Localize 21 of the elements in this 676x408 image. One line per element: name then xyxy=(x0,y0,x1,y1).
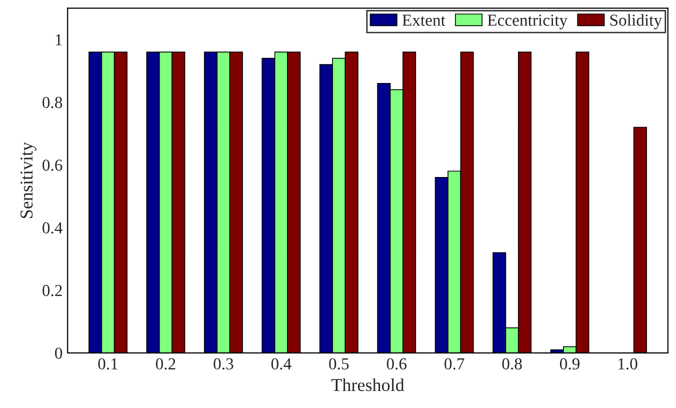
y-tick-label: 1 xyxy=(56,34,62,46)
x-tick-label: 0.3 xyxy=(214,358,234,370)
x-tick-label: 1.0 xyxy=(618,358,638,370)
x-tick-label: 0.9 xyxy=(560,358,580,370)
legend-label: Extent xyxy=(402,14,446,26)
legend-label: Eccentricity xyxy=(488,14,568,30)
x-tick-label: 0.7 xyxy=(444,358,464,370)
y-tick-label: 0.4 xyxy=(42,222,62,234)
y-tick-label: 0.2 xyxy=(42,284,62,296)
legend-label: Solidity xyxy=(610,14,662,30)
y-axis-title: Sensitivity xyxy=(20,142,36,218)
x-tick-label: 0.4 xyxy=(271,358,292,370)
x-tick-label: 0.2 xyxy=(156,358,176,370)
x-tick-label: 0.1 xyxy=(98,358,118,370)
y-tick-label: 0.6 xyxy=(42,160,62,171)
x-tick-label: 0.5 xyxy=(329,358,349,370)
y-tick-label: 0.8 xyxy=(42,96,62,108)
y-tick-label: 0 xyxy=(55,348,62,359)
x-tick-label: 0.8 xyxy=(502,358,522,370)
x-axis-title: Threshold xyxy=(331,378,404,392)
x-tick-label: 0.6 xyxy=(386,358,407,370)
